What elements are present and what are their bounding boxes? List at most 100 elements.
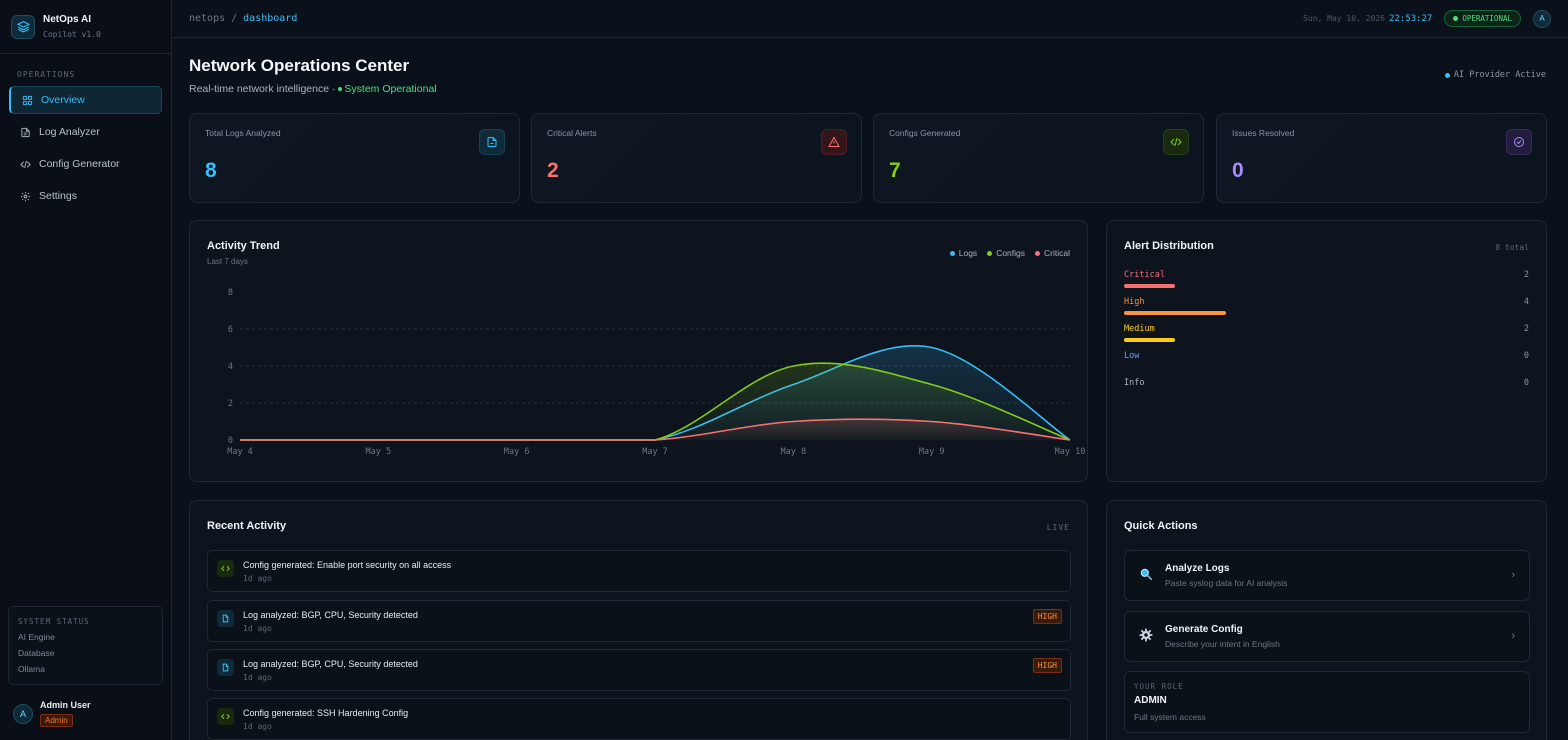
code-icon	[1163, 129, 1189, 155]
stat-card-configs-generated[interactable]: Configs Generated 7	[873, 113, 1204, 203]
legend-item-logs[interactable]: Logs	[949, 248, 977, 258]
activity-item[interactable]: Config generated: Enable port security o…	[207, 550, 1071, 592]
series-line-critical	[239, 418, 1071, 441]
alert-level-bar	[1124, 338, 1175, 342]
legend-item-configs[interactable]: Configs	[987, 248, 1025, 258]
grid-icon	[21, 95, 33, 106]
alert-triangle-icon	[821, 129, 847, 155]
stat-card-critical-alerts[interactable]: Critical Alerts 2	[531, 113, 862, 203]
code-icon	[217, 560, 234, 577]
magnifier-icon	[1139, 567, 1153, 584]
alert-level-count: 4	[1523, 297, 1529, 307]
chevron-right-icon: ›	[1511, 569, 1515, 581]
role-description: Full system access	[1134, 712, 1206, 722]
activity-text: Config generated: Enable port security o…	[243, 560, 452, 570]
alert-level-count: 0	[1523, 351, 1529, 361]
activity-time: 1d ago	[243, 673, 272, 682]
main-content: netops / dashboard Sun, May 10, 2026 22:53…	[172, 0, 1568, 740]
x-tick-label: May 4	[227, 447, 253, 457]
alert-level-bar	[1124, 284, 1175, 288]
status-badge: OPERATIONAL	[1444, 10, 1521, 27]
sidebar-item-config-generator[interactable]: Config Generator	[9, 150, 162, 178]
code-icon	[217, 708, 234, 725]
activity-time: 1d ago	[243, 722, 272, 731]
activity-time: 1d ago	[243, 624, 272, 633]
breadcrumb-separator: /	[231, 13, 238, 24]
activity-item[interactable]: Log analyzed: BGP, CPU, Security detecte…	[207, 649, 1071, 691]
activity-item[interactable]: Log analyzed: BGP, CPU, Security detecte…	[207, 600, 1071, 642]
alert-level-name: Info	[1124, 378, 1145, 388]
page-subtitle-text: Real-time network intelligence ·	[189, 83, 336, 95]
top-avatar[interactable]: A	[1533, 9, 1551, 28]
analyze-logs-button[interactable]: Analyze Logs Paste syslog data for AI an…	[1124, 550, 1530, 601]
sidebar-item-label: Log Analyzer	[39, 126, 100, 138]
user-profile[interactable]: A Admin User Admin	[13, 700, 91, 728]
system-status-panel: SYSTEM STATUS AI Engine Database Ollama	[8, 606, 163, 685]
quick-action-subtitle: Paste syslog data for AI analysis	[1165, 578, 1288, 588]
alert-row-critical: Critical 2	[1124, 270, 1529, 290]
generate-config-button[interactable]: Generate Config Describe your intent in …	[1124, 611, 1530, 662]
quick-action-title: Analyze Logs	[1165, 563, 1230, 574]
ai-provider-text: AI Provider Active	[1453, 70, 1546, 80]
x-tick-label: May 6	[504, 447, 530, 457]
system-status-row: Database	[18, 648, 55, 658]
alert-level-count: 2	[1523, 270, 1529, 280]
sidebar-item-label: Settings	[39, 190, 77, 202]
system-status-row: Ollama	[18, 664, 45, 674]
activity-trend-title: Activity Trend	[207, 240, 280, 252]
chart-legend: Logs Configs Critical	[940, 248, 1070, 258]
stat-label: Critical Alerts	[547, 128, 597, 138]
stat-label: Total Logs Analyzed	[205, 128, 281, 138]
activity-text: Log analyzed: BGP, CPU, Security detecte…	[243, 659, 418, 669]
alert-level-name: Critical	[1124, 270, 1165, 280]
alert-row-medium: Medium 2	[1124, 324, 1529, 344]
role-value: ADMIN	[1134, 695, 1167, 706]
recent-activity-panel: Recent Activity LIVE Config generated: E…	[189, 500, 1088, 740]
sidebar-item-overview[interactable]: Overview	[9, 86, 162, 114]
stat-card-total-logs[interactable]: Total Logs Analyzed 8	[189, 113, 520, 203]
alert-level-name: Low	[1124, 351, 1140, 361]
code-icon	[19, 159, 31, 170]
page-subtitle: Real-time network intelligence · System …	[189, 83, 437, 95]
alert-distribution-title: Alert Distribution	[1124, 240, 1214, 252]
ai-dot-icon	[1444, 72, 1450, 78]
recent-activity-title: Recent Activity	[207, 520, 287, 532]
activity-item[interactable]: Config generated: SSH Hardening Config 1…	[207, 698, 1071, 740]
quick-action-subtitle: Describe your intent in English	[1165, 639, 1280, 649]
sidebar-section-title: OPERATIONS	[17, 70, 76, 79]
breadcrumb-current: dashboard	[243, 13, 298, 24]
activity-text: Log analyzed: BGP, CPU, Security detecte…	[243, 610, 418, 620]
alert-row-high: High 4	[1124, 297, 1529, 317]
y-tick-label: 2	[228, 399, 233, 409]
x-tick-label: May 10	[1055, 447, 1086, 457]
severity-badge: HIGH	[1032, 658, 1062, 673]
user-name: Admin User	[40, 700, 91, 710]
alert-row-low: Low 0	[1124, 351, 1529, 371]
alert-level-name: Medium	[1124, 324, 1155, 334]
breadcrumb: netops / dashboard	[189, 13, 297, 24]
sidebar-item-log-analyzer[interactable]: Log Analyzer	[9, 118, 162, 146]
current-date: Sun, May 10, 2026	[1303, 14, 1385, 23]
alert-level-bar	[1124, 311, 1226, 315]
user-role-badge: Admin	[40, 714, 73, 727]
legend-item-critical[interactable]: Critical	[1035, 248, 1070, 258]
system-status-title: SYSTEM STATUS	[18, 617, 90, 626]
system-status-text: System Operational	[338, 83, 437, 95]
stat-label: Configs Generated	[889, 128, 961, 138]
alert-level-count: 2	[1523, 324, 1529, 334]
stat-card-issues-resolved[interactable]: Issues Resolved 0	[1216, 113, 1547, 203]
sidebar-item-settings[interactable]: Settings	[9, 182, 162, 210]
x-tick-label: May 9	[919, 447, 945, 457]
breadcrumb-root[interactable]: netops	[189, 13, 226, 24]
brand[interactable]: NetOps AI Copilot v1.0	[0, 0, 171, 54]
stat-value: 7	[889, 159, 901, 182]
activity-text: Config generated: SSH Hardening Config	[243, 708, 409, 718]
document-icon	[479, 129, 505, 155]
layers-icon	[11, 14, 35, 39]
avatar: A	[13, 704, 33, 724]
topbar: netops / dashboard Sun, May 10, 2026 22:53…	[172, 0, 1568, 38]
activity-trend-chart: 0 2 4 6 8 May 4 May 5 May 6 May 7 May 8 May 9 May 1…	[227, 288, 1086, 457]
check-circle-icon	[1506, 129, 1532, 155]
quick-actions-panel: Quick Actions Analyze Logs Paste syslog …	[1106, 500, 1547, 740]
brand-version: Copilot v1.0	[43, 30, 101, 39]
